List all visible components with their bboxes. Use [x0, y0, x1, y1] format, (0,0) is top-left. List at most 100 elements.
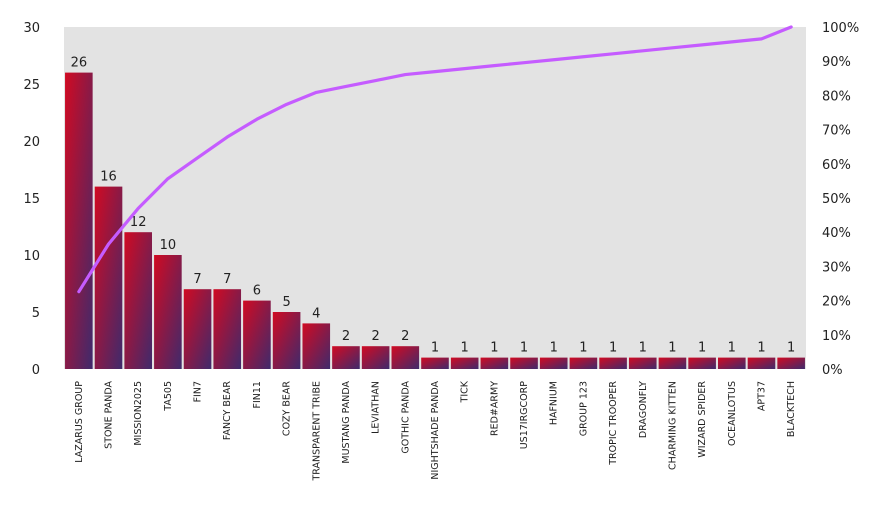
bar [65, 72, 93, 369]
bar [718, 357, 746, 369]
category-label: RED#ARMY [489, 381, 500, 436]
data-label: 1 [461, 341, 469, 356]
bar [628, 357, 657, 369]
left-tick-label: 10 [23, 249, 40, 264]
bar [658, 357, 687, 369]
category-label: LAZARUS GROUP [74, 381, 85, 463]
data-label: 1 [757, 341, 765, 356]
data-label: 1 [728, 341, 736, 356]
left-tick-label: 5 [32, 306, 40, 321]
left-tick-label: 25 [23, 78, 40, 93]
category-label: TICK [460, 380, 471, 403]
bar [213, 289, 242, 369]
bar [747, 357, 776, 369]
bar [569, 357, 598, 369]
data-label: 26 [71, 56, 88, 71]
data-label: 10 [160, 238, 177, 253]
category-label: CHARMING KITTEN [667, 381, 678, 470]
category-label: TA505 [163, 381, 174, 412]
category-label: FIN11 [252, 381, 263, 408]
data-labels-group: 26 16 12 10 7 7 6 5 4 2 2 2 1 1 1 1 1 1 1 1 1 1 1 1 1 [71, 56, 796, 356]
right-tick-label: 40% [822, 226, 851, 241]
category-label: LEVIATHAN [371, 381, 382, 434]
bar [154, 255, 182, 369]
bar [94, 186, 123, 369]
category-label: TRANSPARENT TRIBE [311, 381, 322, 482]
data-label: 7 [223, 272, 231, 287]
right-tick-label: 60% [822, 158, 851, 173]
category-axis: LAZARUS GROUP STONE PANDA MISSION2025 TA505… [74, 380, 797, 481]
category-label: DRAGONFLY [638, 381, 649, 438]
data-label: 1 [639, 341, 647, 356]
left-tick-label: 15 [23, 192, 40, 207]
bar [777, 357, 805, 369]
left-axis: 0 5 10 15 20 25 30 [23, 21, 40, 378]
data-label: 1 [490, 341, 498, 356]
data-label: 1 [698, 341, 706, 356]
data-label: 5 [282, 295, 290, 310]
category-label: FIN7 [193, 381, 204, 402]
category-label: OCEANLOTUS [727, 381, 738, 446]
category-label: TROPIC TROOPER [608, 381, 619, 466]
data-label: 1 [787, 341, 795, 356]
left-tick-label: 0 [32, 363, 40, 378]
right-axis: 0% 10% 20% 30% 40% 50% 60% 70% 80% 90% 100% [822, 21, 859, 378]
bar [450, 357, 479, 369]
category-label: MISSION2025 [133, 381, 144, 446]
right-tick-label: 90% [822, 55, 851, 70]
cumulative-line [77, 25, 793, 294]
left-tick-label: 20 [23, 135, 40, 150]
right-tick-label: 20% [822, 295, 851, 310]
right-tick-label: 10% [822, 329, 851, 344]
right-tick-label: 30% [822, 260, 851, 275]
bar [480, 357, 509, 369]
right-tick-label: 100% [822, 21, 859, 36]
category-label: GOTHIC PANDA [400, 381, 411, 454]
category-label: MUSTANG PANDA [341, 381, 352, 464]
category-label: WIZARD SPIDER [697, 381, 708, 458]
category-label: HAFNIUM [549, 381, 560, 425]
data-label: 12 [130, 215, 147, 230]
data-label: 1 [609, 341, 617, 356]
data-label: 1 [520, 341, 528, 356]
bar [539, 357, 568, 369]
data-label: 2 [371, 329, 379, 344]
category-label: US17IRGCORP [519, 381, 530, 450]
bar [243, 300, 271, 369]
bar [302, 323, 331, 369]
bar [391, 346, 420, 369]
bar [688, 357, 716, 369]
data-label: 4 [312, 306, 320, 321]
category-label: NIGHTSHADE PANDA [430, 381, 441, 480]
right-tick-label: 0% [822, 363, 843, 378]
category-label: GROUP 123 [578, 381, 589, 436]
right-tick-label: 50% [822, 192, 851, 207]
category-label: STONE PANDA [104, 381, 115, 449]
bar [361, 346, 390, 369]
right-tick-label: 70% [822, 124, 851, 139]
data-label: 6 [253, 284, 261, 299]
data-label: 7 [193, 272, 201, 287]
category-label: FANCY BEAR [222, 381, 233, 441]
bar [183, 289, 212, 369]
bar [599, 357, 627, 369]
category-label: APT37 [756, 381, 767, 411]
bar [272, 312, 301, 369]
right-tick-label: 80% [822, 89, 851, 104]
data-label: 16 [100, 170, 117, 185]
bar [332, 346, 360, 369]
category-label: COZY BEAR [282, 381, 293, 436]
bar [124, 232, 152, 369]
category-label: BLACKTECH [786, 381, 797, 437]
data-label: 2 [401, 329, 409, 344]
data-label: 1 [579, 341, 587, 356]
left-tick-label: 30 [23, 21, 40, 36]
bar [510, 357, 538, 369]
data-label: 2 [342, 329, 350, 344]
data-label: 1 [431, 341, 439, 356]
bar [421, 357, 449, 369]
data-label: 1 [550, 341, 558, 356]
bars-group [65, 72, 805, 369]
